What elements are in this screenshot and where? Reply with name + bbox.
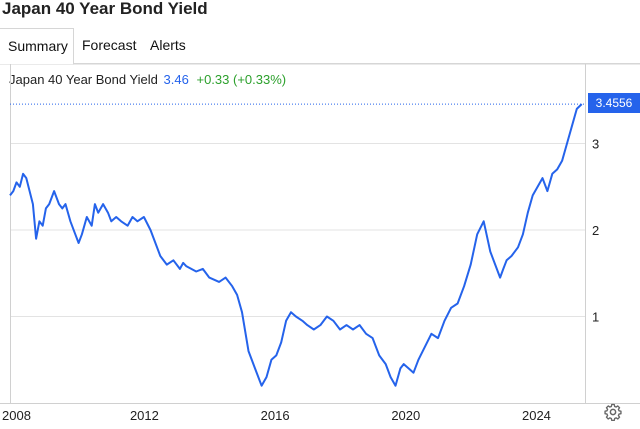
- y-tick-label: 2: [592, 223, 599, 238]
- legend-series-name: Japan 40 Year Bond Yield: [9, 72, 158, 87]
- chart-axes: [0, 64, 640, 404]
- y-tick-label: 1: [592, 310, 599, 325]
- page-title: Japan 40 Year Bond Yield: [2, 0, 208, 18]
- chart-plot-area: [9, 103, 585, 387]
- line-chart[interactable]: 1 2 3 2008 2012 2016 2020 2024: [0, 64, 640, 429]
- chart-tick-labels: 1 2 3 2008 2012 2016 2020 2024: [2, 137, 599, 424]
- y-tick-label: 3: [592, 137, 599, 152]
- tab-alerts[interactable]: Alerts: [150, 37, 186, 53]
- tab-bar: Summary Forecast Alerts: [0, 28, 640, 65]
- x-tick-label: 2020: [391, 408, 420, 423]
- x-tick-label: 2008: [2, 408, 31, 423]
- legend-current-value: 3.46: [163, 72, 189, 87]
- x-tick-label: 2024: [522, 408, 551, 423]
- legend-change: +0.33 (+0.33%): [196, 72, 287, 87]
- chart-legend: Japan 40 Year Bond Yield 3.46 +0.33 (+0.…: [9, 72, 286, 87]
- tab-forecast[interactable]: Forecast: [82, 37, 137, 53]
- chart-gridlines: [10, 143, 585, 317]
- gear-icon[interactable]: [604, 403, 622, 421]
- x-tick-label: 2016: [261, 408, 290, 423]
- x-tick-label: 2012: [130, 408, 159, 423]
- last-value-badge: 3.4556: [588, 93, 640, 113]
- series-line: [9, 103, 583, 387]
- tab-summary[interactable]: Summary: [0, 28, 74, 65]
